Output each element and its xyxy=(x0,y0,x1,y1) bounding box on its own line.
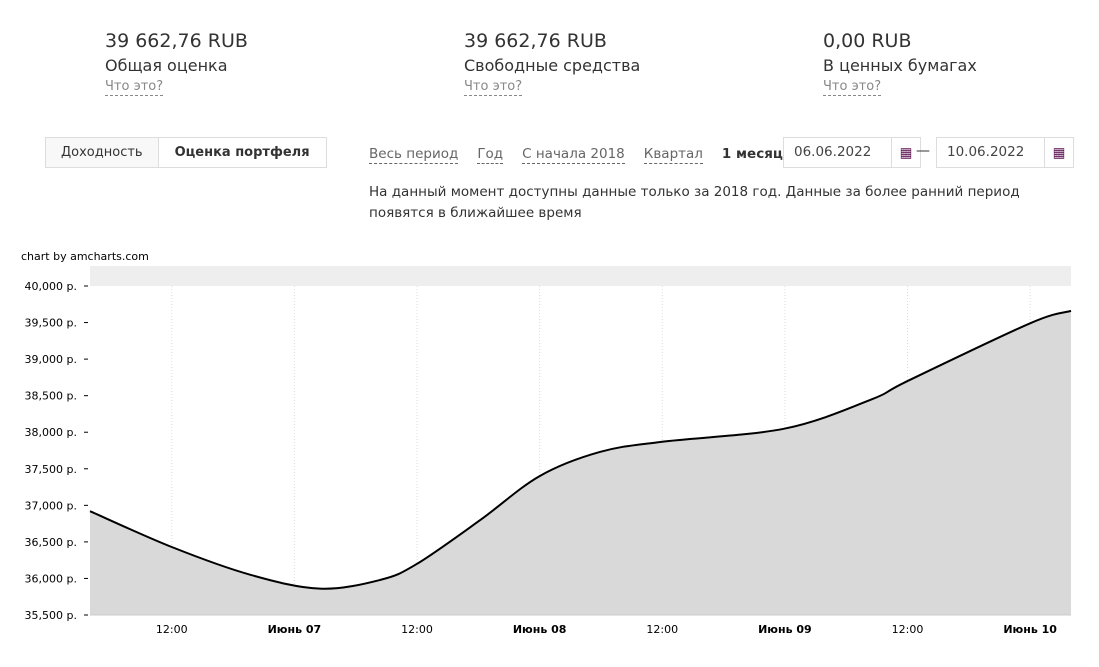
summary-free: 39 662,76 RUB Свободные средства Что это… xyxy=(464,30,640,96)
x-tick-label: 12:00 xyxy=(401,623,433,636)
period-ytd[interactable]: С начала 2018 xyxy=(522,146,625,164)
summary-securities: 0,00 RUB В ценных бумагах Что это? xyxy=(823,30,977,96)
y-tick-label: 36,000 р. xyxy=(25,572,77,585)
y-tick-label: 35,500 р. xyxy=(25,609,77,622)
date-separator: — xyxy=(916,143,930,159)
x-tick-label: Июнь 07 xyxy=(268,623,322,636)
total-label: Общая оценка xyxy=(105,56,228,75)
summary-total: 39 662,76 RUB Общая оценка Что это? xyxy=(105,30,248,96)
y-tick-label: 40,000 р. xyxy=(25,280,77,293)
y-tick-label: 37,000 р. xyxy=(25,499,77,512)
period-quarter[interactable]: Квартал xyxy=(643,146,703,164)
x-tick-label: 12:00 xyxy=(646,623,678,636)
period-year[interactable]: Год xyxy=(477,146,504,164)
period-all[interactable]: Весь период xyxy=(369,146,459,164)
y-tick-label: 36,500 р. xyxy=(25,536,77,549)
view-tabs: Доходность Оценка портфеля xyxy=(45,137,327,168)
y-tick-label: 38,000 р. xyxy=(25,426,77,439)
value-line xyxy=(89,309,1072,590)
y-tick-label: 39,500 р. xyxy=(25,317,77,330)
tab-yield[interactable]: Доходность xyxy=(46,138,158,167)
date-to-input[interactable]: 10.06.2022 xyxy=(947,144,1025,160)
calendar-icon[interactable]: ▦ xyxy=(1044,138,1073,167)
x-tick-label: 12:00 xyxy=(156,623,188,636)
free-label: Свободные средства xyxy=(464,56,641,75)
chart-top-band xyxy=(90,266,1071,286)
x-tick-label: 12:00 xyxy=(892,623,924,636)
x-tick-label: Июнь 08 xyxy=(513,623,567,636)
calendar-icon[interactable]: ▦ xyxy=(891,138,920,167)
data-availability-note: На данный момент доступны данные только … xyxy=(369,184,1020,221)
securities-label: В ценных бумагах xyxy=(823,56,977,75)
y-tick-label: 39,000 р. xyxy=(25,353,77,366)
securities-value: 0,00 RUB xyxy=(823,30,912,52)
free-value: 39 662,76 RUB xyxy=(464,30,607,52)
x-tick-label: Июнь 09 xyxy=(758,623,812,636)
date-from-input[interactable]: 06.06.2022 xyxy=(794,144,872,160)
free-help-link[interactable]: Что это? xyxy=(464,79,523,96)
y-tick-label: 37,500 р. xyxy=(25,463,77,476)
total-value: 39 662,76 RUB xyxy=(105,30,248,52)
total-help-link[interactable]: Что это? xyxy=(105,79,164,96)
chart-credit-link[interactable]: chart by amcharts.com xyxy=(21,250,149,263)
period-month[interactable]: 1 месяц xyxy=(721,146,783,162)
date-to-field[interactable]: 10.06.2022 ▦ xyxy=(936,137,1074,168)
tab-portfolio-value[interactable]: Оценка портфеля xyxy=(157,138,326,167)
date-from-field[interactable]: 06.06.2022 ▦ xyxy=(783,137,921,168)
y-tick-label: 38,500 р. xyxy=(25,390,77,403)
period-selector: Весь период Год С начала 2018 Квартал 1 … xyxy=(369,146,783,164)
area-fill xyxy=(90,310,1071,615)
x-tick-label: Июнь 10 xyxy=(1003,623,1057,636)
securities-help-link[interactable]: Что это? xyxy=(823,79,882,96)
